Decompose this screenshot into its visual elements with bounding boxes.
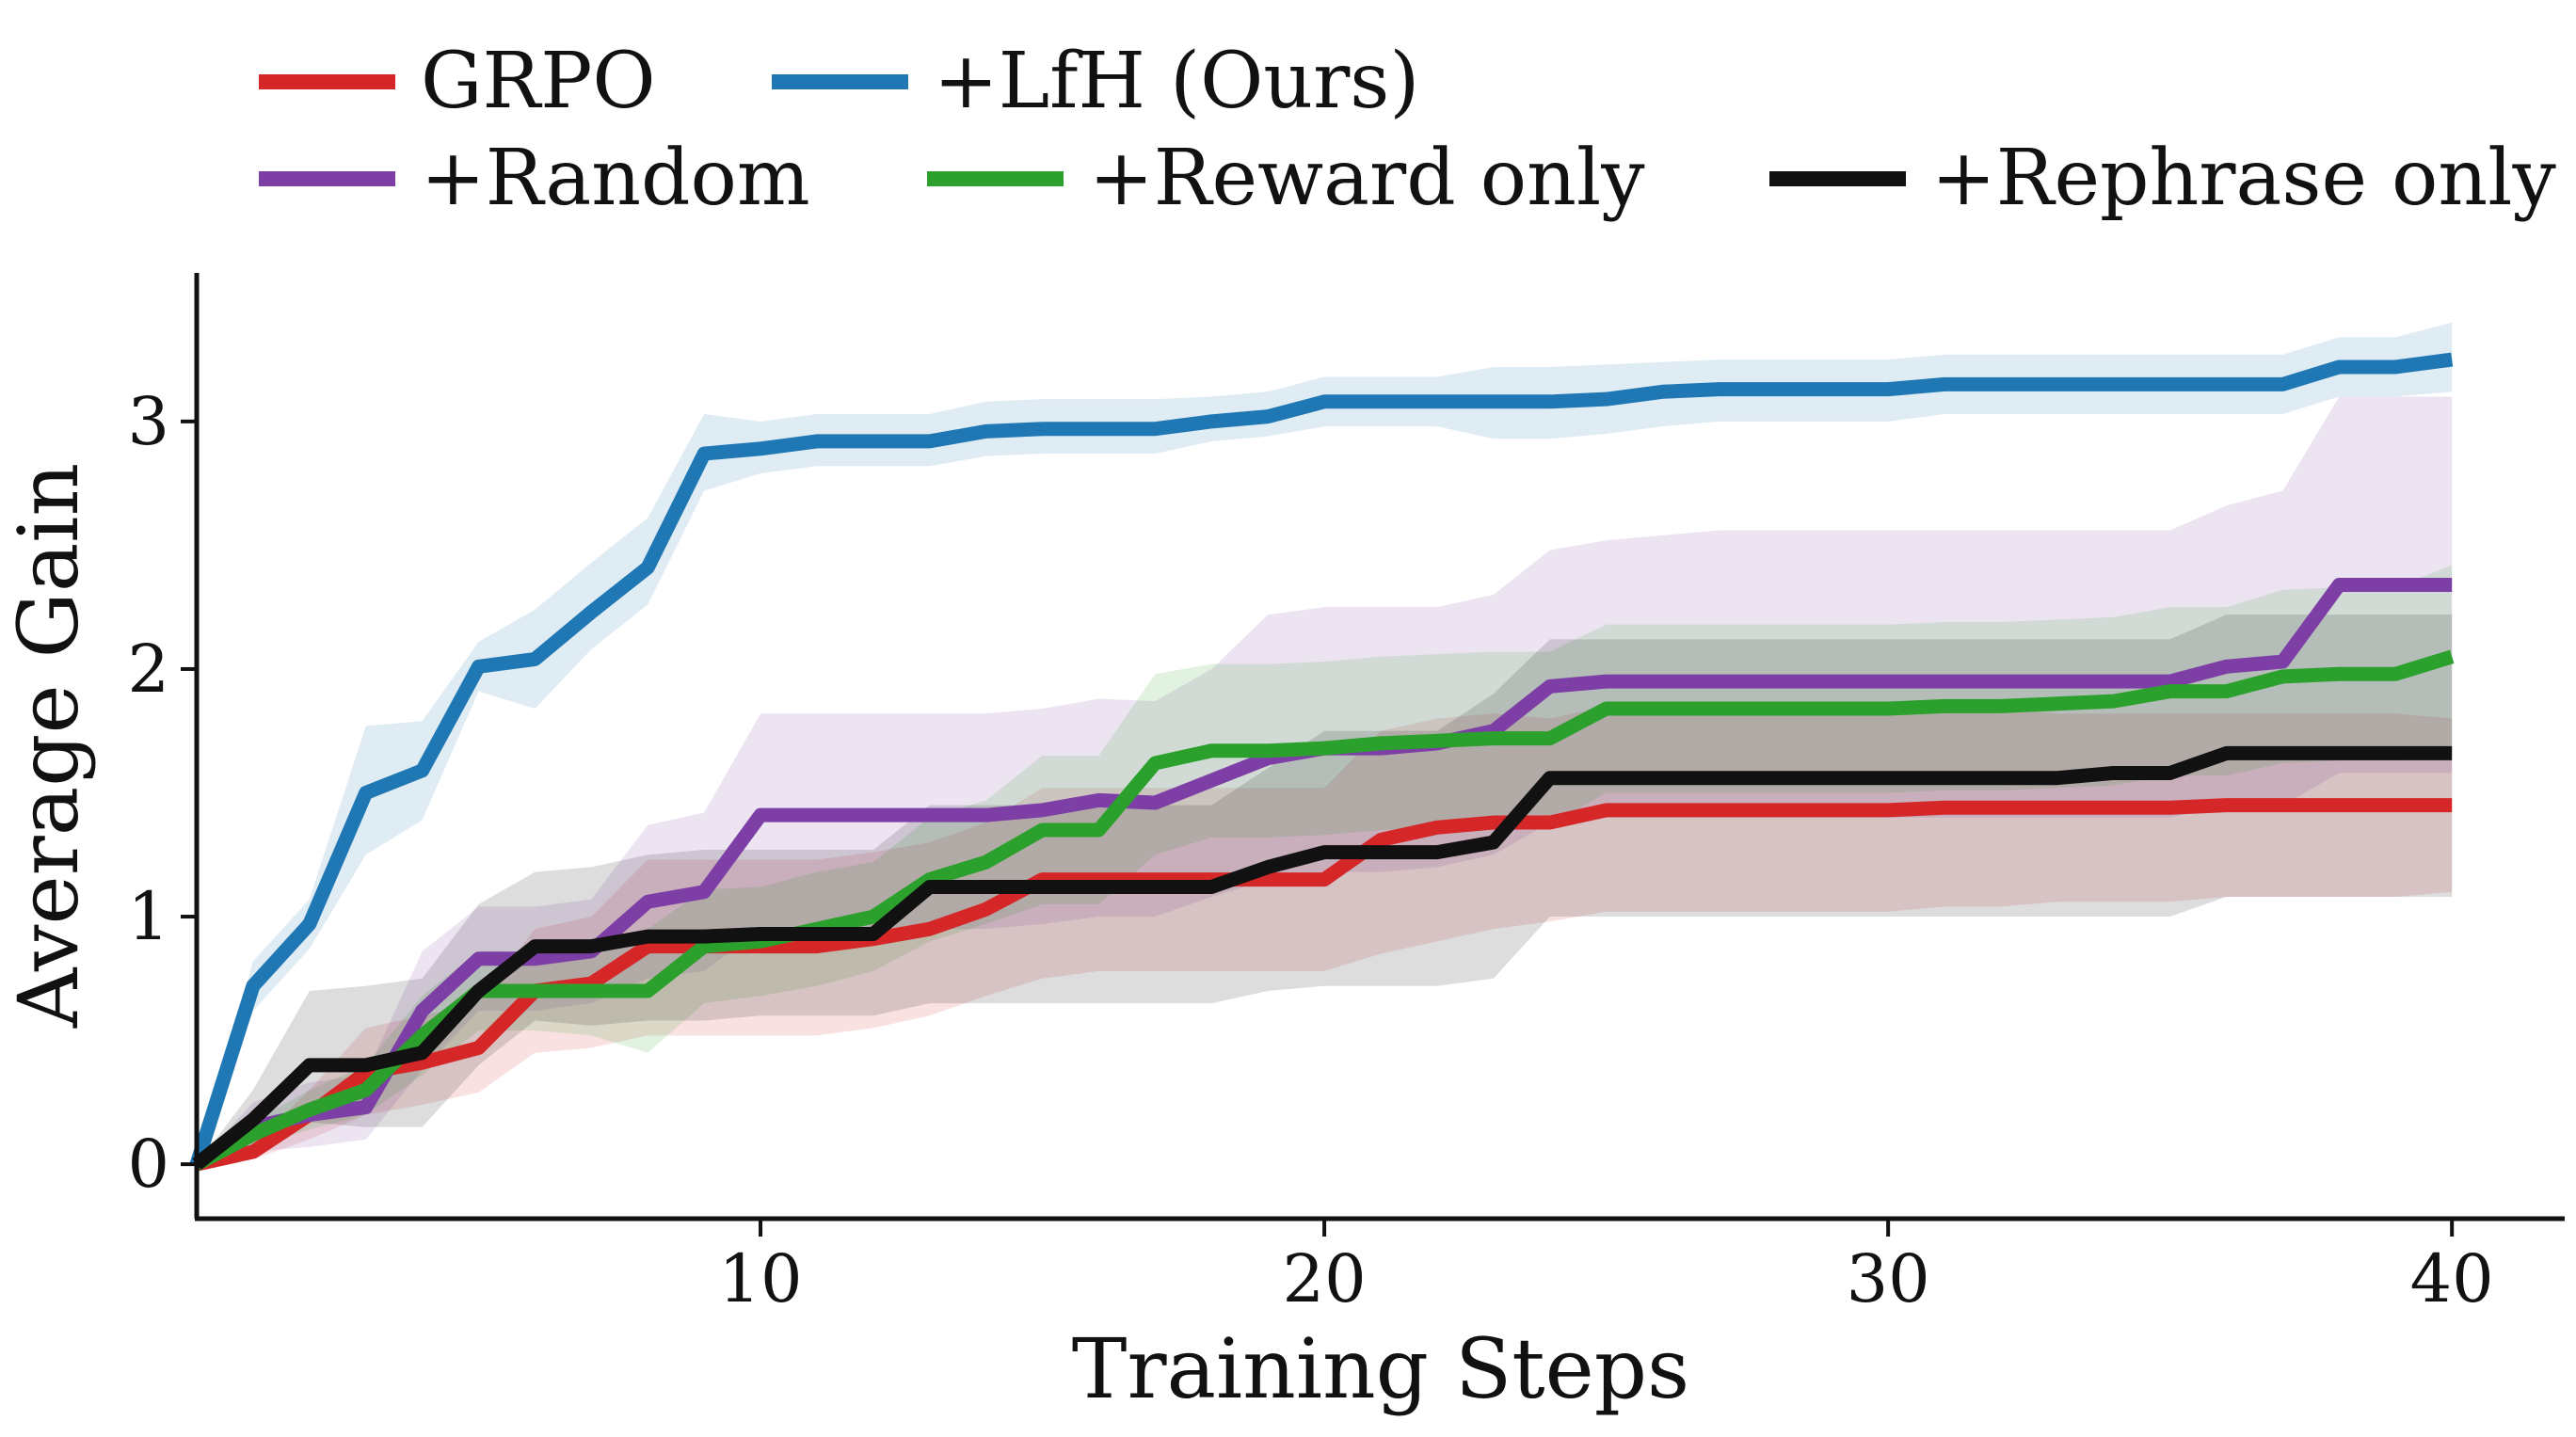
y-axis-label: Average Gain <box>0 463 97 1029</box>
x-axis-label: Training Steps <box>1072 1320 1689 1417</box>
band-rephrase-only <box>197 615 2453 1165</box>
x-tick-label: 20 <box>1283 1240 1367 1317</box>
x-ticks: 10 20 30 40 <box>719 1221 2494 1317</box>
legend-label: GRPO <box>421 37 656 126</box>
x-tick-label: 30 <box>1847 1240 1930 1317</box>
y-ticks: 0 1 2 3 <box>127 383 195 1203</box>
legend-item-rephrase-only: +Rephrase only <box>1769 134 2556 223</box>
y-tick-label: 2 <box>127 631 169 708</box>
legend-label: +Reward only <box>1089 134 1645 223</box>
legend-item-lfh-ours: +LfH (Ours) <box>772 37 1419 126</box>
band-random <box>197 396 2453 1165</box>
x-tick-label: 10 <box>719 1240 803 1317</box>
band-grpo <box>197 706 2453 1165</box>
x-tick-label: 40 <box>2410 1240 2494 1317</box>
legend-label: +Random <box>421 134 810 223</box>
series-rephrase-only <box>192 745 2453 1171</box>
y-tick-label: 0 <box>127 1126 169 1203</box>
legend-label: +Rephrase only <box>1931 134 2556 223</box>
legend-item-reward-only: +Reward only <box>927 134 1645 223</box>
legend: GRPO +LfH (Ours) +Random +Reward only +Rephr… <box>259 37 2556 223</box>
band-lfh-ours <box>197 322 2453 1165</box>
legend-item-random: +Random <box>259 134 810 223</box>
axes: 10 20 30 40 0 1 2 3 Training Steps Average Gai… <box>0 273 2565 1417</box>
y-tick-label: 3 <box>127 383 169 460</box>
legend-label: +LfH (Ours) <box>934 37 1419 126</box>
legend-item-grpo: GRPO <box>259 37 656 126</box>
series-lines <box>189 352 2455 1172</box>
y-tick-label: 1 <box>127 878 169 955</box>
